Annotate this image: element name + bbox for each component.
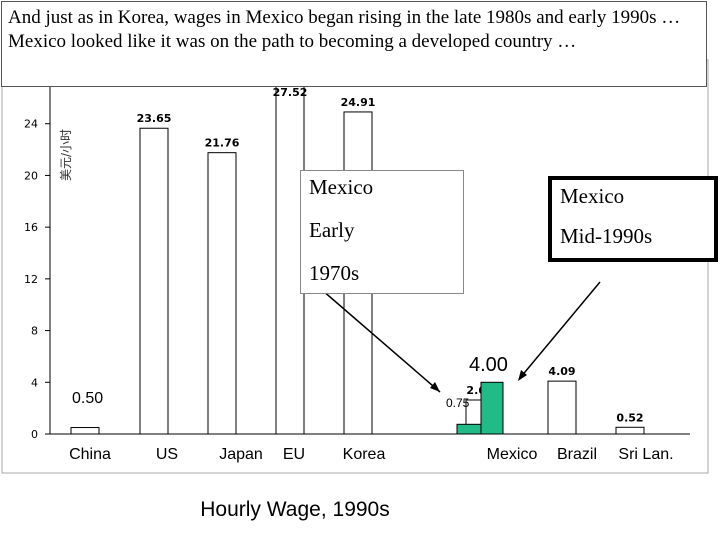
category-label: Korea: [343, 446, 386, 463]
bar-value-label: 23.65: [137, 112, 172, 125]
category-label: Sri Lan.: [618, 446, 673, 463]
category-label: Brazil: [557, 446, 597, 463]
callout-mid-line2: Mid-1990s: [560, 224, 653, 248]
callout-early-line2: Early: [309, 218, 355, 242]
mexico-overlay-bar: [480, 381, 504, 435]
bar-value-label: 0.52: [616, 411, 643, 424]
y-tick-label: 20: [24, 169, 38, 182]
y-tick-label: 16: [24, 221, 38, 234]
y-axis-label: 美元/小时: [59, 129, 73, 181]
y-tick-label: 8: [31, 325, 38, 338]
category-label: Mexico: [487, 446, 538, 463]
bar-us: [139, 127, 169, 435]
chart-caption: Hourly Wage, 1990s: [200, 498, 390, 521]
bar-japan: [207, 152, 237, 435]
arrow-early-head: [430, 382, 440, 392]
callout-early-line1: Mexico: [309, 175, 374, 199]
callout-mid-line1: Mexico: [560, 184, 625, 208]
category-label: EU: [283, 446, 305, 463]
callout-mexico-early-1970s: Mexico Early 1970s: [300, 170, 464, 294]
header-text: And just as in Korea, wages in Mexico be…: [1, 1, 707, 87]
mexico-mid-annotation-label: 4.00: [469, 354, 508, 376]
bar-value-label: 4.09: [548, 365, 575, 378]
china-annotation-label: 0.50: [72, 390, 104, 407]
bar-value-label: 27.52: [273, 86, 308, 99]
bar-brazil: [547, 380, 577, 435]
y-tick-label: 12: [24, 273, 38, 286]
callout-early-line3: 1970s: [309, 261, 360, 285]
y-tick-label: 0: [31, 428, 38, 441]
arrow-early-line: [321, 289, 441, 393]
bar-china: [70, 427, 100, 435]
arrow-mid-line: [519, 281, 601, 379]
bar-eu: [275, 77, 305, 435]
mexico-overlay-bar: [456, 423, 482, 435]
arrow-mid-head: [518, 370, 527, 381]
category-label: US: [156, 446, 178, 463]
y-tick-label: 4: [31, 376, 38, 389]
bar-value-label: 24.91: [341, 96, 376, 109]
category-label: China: [69, 446, 111, 463]
y-tick-label: 24: [24, 118, 38, 131]
category-label: Japan: [219, 446, 263, 463]
mexico-early-annotation-label: 0.75: [446, 396, 470, 410]
callout-mexico-mid-1990s: Mexico Mid-1990s: [548, 176, 718, 262]
bar-value-label: 21.76: [205, 137, 240, 150]
bar-srilan: [615, 426, 645, 435]
